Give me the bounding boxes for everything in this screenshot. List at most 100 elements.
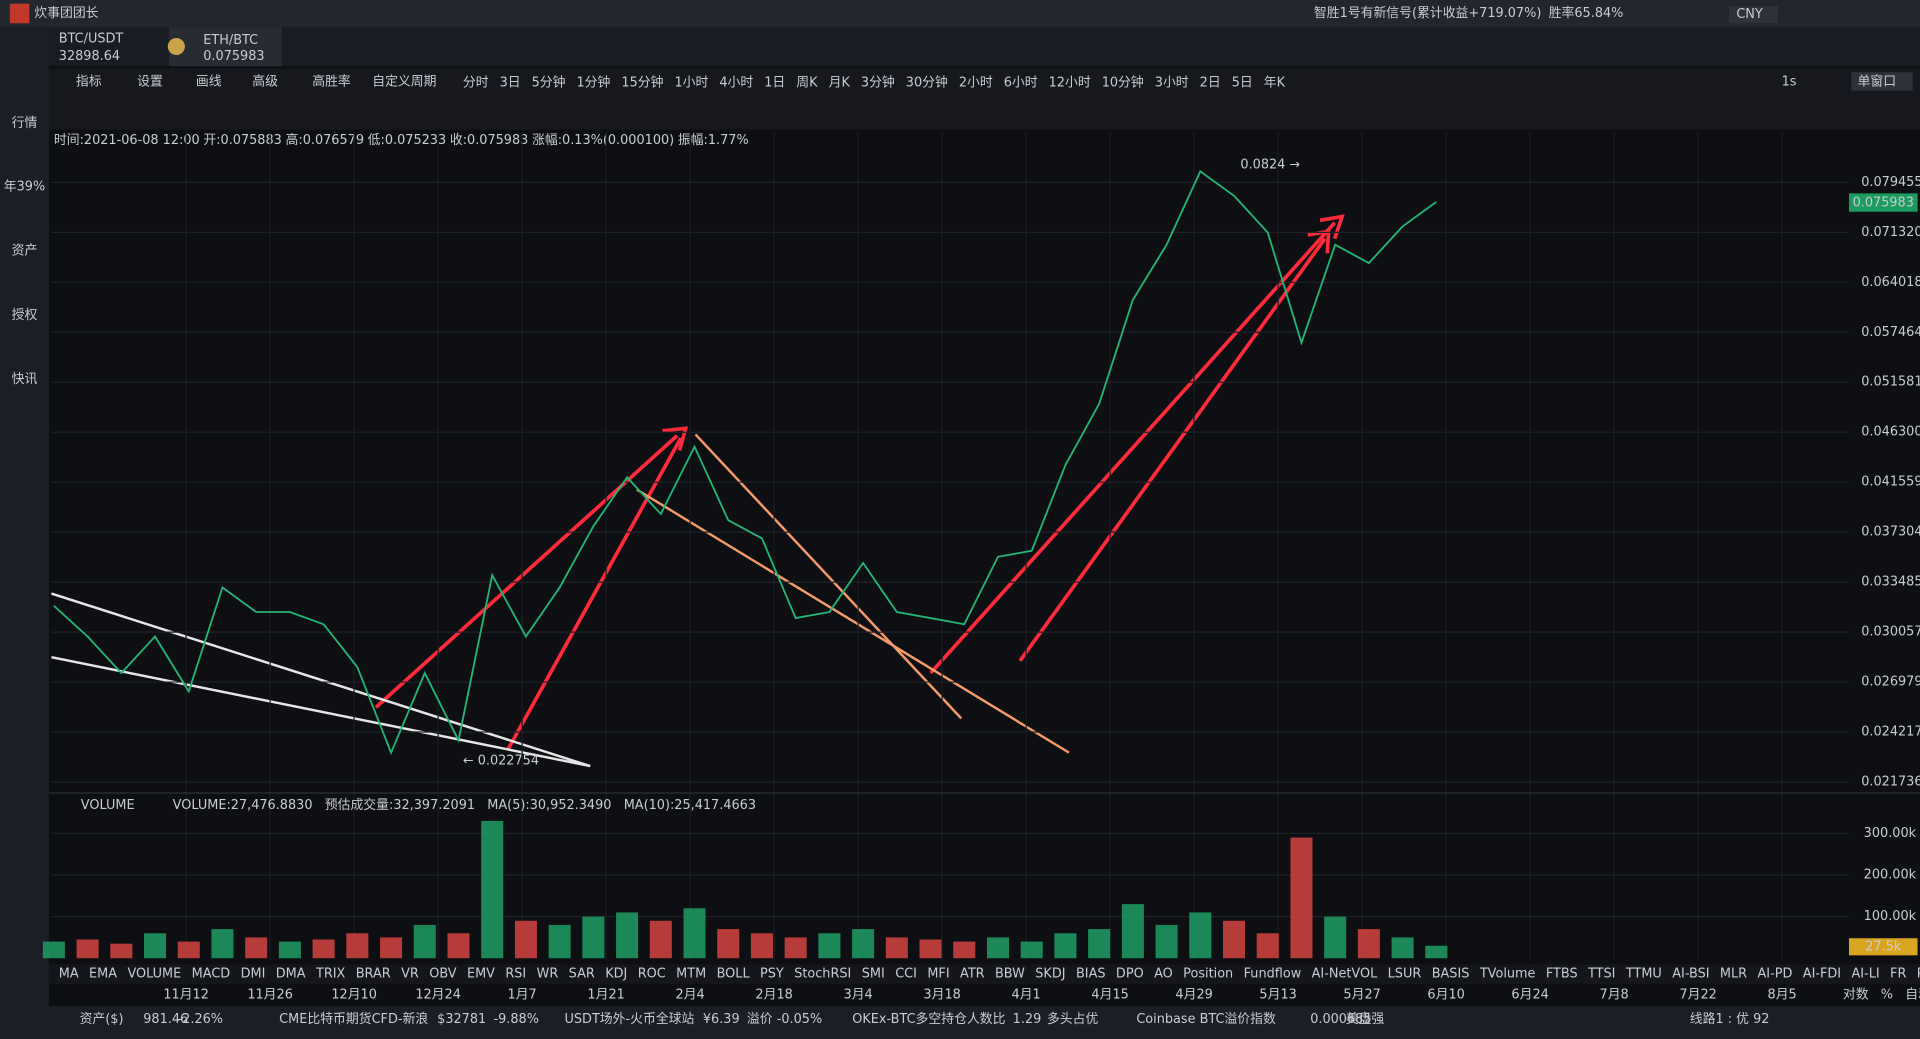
indicator-tab[interactable]: AI-NetVOL bbox=[1312, 967, 1378, 982]
toolbar-item[interactable]: 高级 bbox=[252, 73, 278, 89]
period[interactable]: 1分钟 bbox=[577, 75, 611, 91]
indicator-tab[interactable]: CCI bbox=[895, 967, 917, 982]
indicator-tab[interactable]: MLR bbox=[1720, 967, 1747, 982]
period[interactable]: 12小时 bbox=[1049, 76, 1091, 91]
indicator-tab[interactable]: EMV bbox=[467, 967, 495, 982]
period[interactable]: 2日 bbox=[1200, 76, 1221, 91]
indicator-tab[interactable]: BBW bbox=[995, 967, 1025, 982]
period[interactable]: 6小时 bbox=[1004, 76, 1038, 91]
indicator-tab[interactable]: SAR bbox=[569, 967, 595, 982]
indicator-tab[interactable]: TVolume bbox=[1479, 967, 1536, 982]
indicator-tab[interactable]: EMA bbox=[89, 967, 117, 982]
period[interactable]: 1小时 bbox=[674, 76, 708, 91]
sidebar-item[interactable]: 资产 bbox=[12, 243, 38, 258]
volume-bar bbox=[110, 943, 133, 959]
indicator-tab[interactable]: TTMU bbox=[1625, 967, 1662, 982]
volume-bar bbox=[717, 929, 740, 959]
volume-bar bbox=[818, 933, 841, 959]
window-select[interactable] bbox=[1851, 72, 1913, 91]
tab-name[interactable]: BTC/USDT bbox=[59, 32, 124, 47]
window-mode[interactable]: 单窗口 bbox=[1858, 73, 1897, 89]
currency[interactable]: CNY bbox=[1736, 7, 1763, 22]
indicator-tab[interactable]: SMI bbox=[862, 967, 885, 982]
toolbar-item[interactable]: 指标 bbox=[76, 74, 102, 89]
sidebar-item[interactable]: 授权 bbox=[12, 307, 38, 323]
indicator-tab[interactable]: MA bbox=[59, 967, 79, 982]
arrowhead bbox=[1319, 214, 1345, 240]
indicator-tab[interactable]: AI-FDI bbox=[1803, 967, 1841, 982]
indicator-tab[interactable]: VR bbox=[401, 967, 419, 982]
indicator-tab[interactable]: SKDJ bbox=[1035, 967, 1065, 982]
indicator-tab[interactable]: AI-LI bbox=[1851, 967, 1879, 982]
period[interactable]: 10分钟 bbox=[1102, 75, 1144, 91]
indicator-tab[interactable]: MTM bbox=[676, 967, 706, 982]
axis-mode[interactable]: % bbox=[1881, 987, 1893, 1002]
indicator-tab[interactable]: FTBS bbox=[1546, 967, 1578, 982]
ticker-item: $32781 bbox=[437, 1012, 486, 1027]
period[interactable]: 2小时 bbox=[959, 76, 993, 91]
volume-legend: MA(5):30,952.3490 bbox=[487, 798, 611, 813]
indicator-tab[interactable]: TTSI bbox=[1587, 967, 1615, 982]
period[interactable]: 3日 bbox=[500, 76, 521, 91]
period[interactable]: 1日 bbox=[764, 76, 785, 91]
period[interactable]: 30分钟 bbox=[906, 75, 948, 91]
indicator-tab[interactable]: BRAR bbox=[356, 967, 391, 982]
toolbar-item[interactable]: 设置 bbox=[137, 74, 163, 89]
coin-icon bbox=[167, 37, 185, 56]
indicator-tab[interactable]: BOLL bbox=[717, 967, 751, 982]
period[interactable]: 月K bbox=[829, 76, 851, 91]
period[interactable]: 年K bbox=[1264, 76, 1286, 91]
indicator-tab[interactable]: DMI bbox=[241, 967, 266, 982]
indicator-tab[interactable]: PFR bbox=[1917, 967, 1920, 982]
indicator-tab[interactable]: StochRSI bbox=[794, 967, 851, 982]
period[interactable]: 周K bbox=[796, 76, 818, 91]
indicator-tab[interactable]: VOLUME bbox=[127, 967, 181, 982]
period[interactable]: 4小时 bbox=[719, 76, 753, 91]
axis-mode[interactable]: 对数 bbox=[1843, 987, 1869, 1002]
indicator-tab[interactable]: FR bbox=[1890, 967, 1906, 982]
indicator-tab[interactable]: WR bbox=[537, 967, 559, 982]
sidebar-item[interactable]: 行情 bbox=[12, 116, 38, 131]
toolbar-item[interactable]: 画线 bbox=[196, 74, 222, 89]
indicator-tab[interactable]: RSI bbox=[505, 967, 526, 982]
refresh[interactable]: 1s bbox=[1782, 74, 1797, 89]
trend-line bbox=[636, 488, 1070, 754]
indicator-tab[interactable]: ROC bbox=[638, 967, 666, 982]
indicator-tab[interactable]: PSY bbox=[760, 967, 784, 982]
indicator-tab[interactable]: MFI bbox=[927, 967, 949, 982]
indicator-tab[interactable]: DMA bbox=[276, 967, 306, 982]
indicator-tab[interactable]: BASIS bbox=[1432, 967, 1470, 982]
sidebar-item[interactable]: 年39% bbox=[4, 180, 45, 195]
indicator-tab[interactable]: Fundflow bbox=[1244, 967, 1302, 982]
currency-select[interactable] bbox=[1728, 6, 1778, 24]
toolbar-item[interactable]: 自定义周期 bbox=[372, 74, 436, 89]
period[interactable]: 5分钟 bbox=[532, 75, 566, 91]
notice: +719.07% bbox=[1468, 6, 1536, 21]
indicator-tab[interactable]: AI-BSI bbox=[1672, 967, 1709, 982]
indicator-tab[interactable]: AO bbox=[1154, 967, 1173, 982]
info: 高:0.076579 bbox=[286, 132, 364, 148]
period[interactable]: 3小时 bbox=[1155, 76, 1189, 91]
indicator-tab[interactable]: TRIX bbox=[315, 967, 346, 982]
indicator-tab[interactable]: BIAS bbox=[1076, 967, 1106, 982]
sidebar-item[interactable]: 快讯 bbox=[12, 372, 38, 387]
indicator-tab[interactable]: OBV bbox=[429, 967, 457, 982]
period[interactable]: 3分钟 bbox=[861, 75, 895, 91]
indicator-tab[interactable]: AI-PD bbox=[1758, 967, 1793, 982]
axis-mode[interactable]: 自动 bbox=[1905, 987, 1920, 1002]
x-tick-label: 7月22 bbox=[1679, 987, 1716, 1002]
tab-name[interactable]: ETH/BTC bbox=[203, 33, 258, 48]
period[interactable]: 15分钟 bbox=[621, 75, 663, 91]
indicator-tab[interactable]: LSUR bbox=[1388, 967, 1422, 982]
active-tab bbox=[168, 26, 282, 67]
period[interactable]: 分时 bbox=[463, 76, 489, 91]
indicator-tab[interactable]: KDJ bbox=[605, 967, 627, 982]
indicator-tab[interactable]: Position bbox=[1183, 967, 1233, 982]
toolbar-item[interactable]: 高胜率 bbox=[312, 73, 351, 89]
indicator-tab[interactable]: MACD bbox=[192, 967, 231, 982]
indicator-tab[interactable]: ATR bbox=[960, 967, 985, 982]
avatar bbox=[9, 3, 30, 24]
indicator-tab[interactable]: DPO bbox=[1116, 967, 1144, 982]
period[interactable]: 5日 bbox=[1232, 76, 1253, 91]
